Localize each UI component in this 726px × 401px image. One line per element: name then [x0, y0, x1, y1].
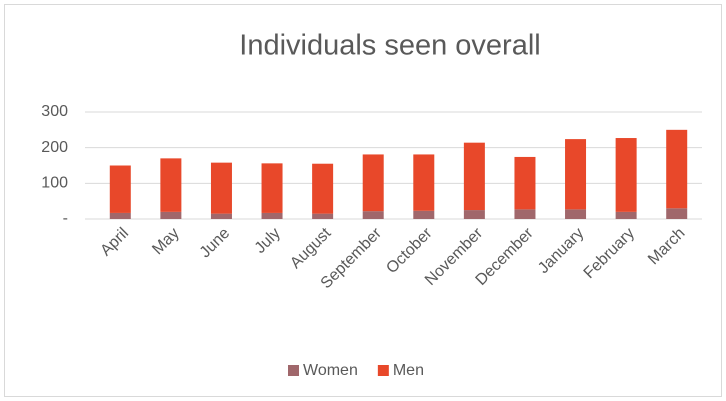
bar-segment [109, 165, 131, 213]
legend-swatch [288, 365, 299, 376]
bar-segment [565, 209, 587, 219]
legend-label: Women [303, 362, 358, 379]
legend-label: Men [393, 362, 424, 379]
bar-segment [160, 158, 182, 212]
y-tick-label: 100 [41, 175, 68, 192]
bar-segment [261, 212, 283, 219]
bar-segment [312, 163, 334, 214]
legend-swatch [377, 365, 389, 376]
bar-segment [362, 211, 384, 219]
y-tick-label: - [63, 210, 68, 227]
bar-segment [210, 162, 232, 214]
bar-segment [666, 208, 688, 219]
bar-segment [615, 138, 637, 212]
bar-segment [109, 212, 131, 219]
bar-segment [463, 142, 485, 211]
bar-segment [514, 209, 536, 219]
bar-segment [413, 210, 435, 219]
bar-segment [413, 154, 435, 211]
bar-segment [210, 213, 232, 219]
bar-segment [565, 139, 587, 210]
y-tick-label: 300 [41, 103, 68, 120]
bar-segment [362, 154, 384, 212]
bar-segment [514, 156, 536, 210]
bar-segment [261, 163, 283, 213]
bar-segment [160, 211, 182, 219]
y-tick-label: 200 [41, 139, 68, 156]
bar-segment [312, 213, 334, 219]
bar-segment [666, 129, 688, 209]
chart-title: Individuals seen overall [239, 30, 540, 62]
bar-segment [615, 211, 637, 219]
bar-segment [463, 210, 485, 219]
